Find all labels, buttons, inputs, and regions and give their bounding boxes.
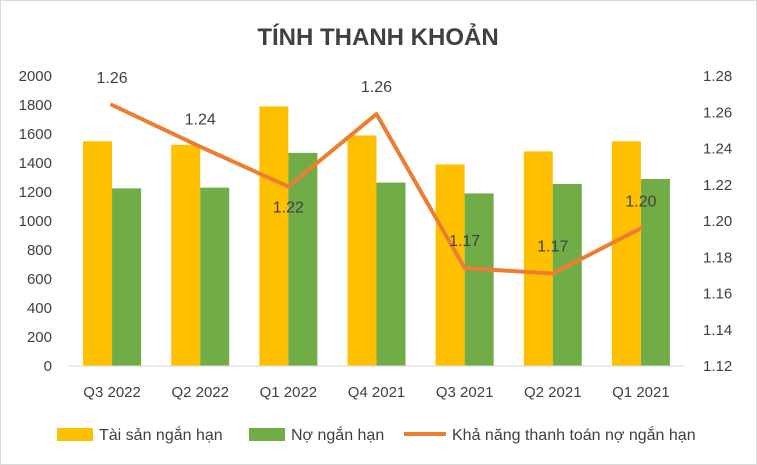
right-axis-labels: 1.12 1.14 1.16 1.18 1.20 1.22 1.24 1.26 1.28 xyxy=(703,68,732,375)
bar-current-assets xyxy=(347,135,377,366)
x-axis-tick-label: Q4 2021 xyxy=(348,384,406,401)
legend-swatch-current-liabilities xyxy=(249,428,285,441)
left-axis-labels: 0 200 400 600 800 1000 1200 1400 1600 1800 2000 xyxy=(19,68,52,375)
bar-current-liabilities xyxy=(200,187,230,366)
ratio-data-label: 1.20 xyxy=(625,193,656,210)
x-axis-tick-label: Q1 2022 xyxy=(260,384,318,401)
legend: Tài sản ngắn hạn Nợ ngắn hạn Khả năng th… xyxy=(57,425,696,444)
ratio-data-label: 1.22 xyxy=(273,200,304,217)
ratio-data-label: 1.26 xyxy=(361,79,392,96)
bar-current-liabilities xyxy=(376,182,406,366)
bar-current-assets xyxy=(259,106,289,366)
bar-current-assets xyxy=(523,151,553,366)
right-axis-tick-label: 1.28 xyxy=(703,68,732,85)
left-axis-tick-label: 1600 xyxy=(19,126,52,143)
right-axis-tick-label: 1.14 xyxy=(703,322,732,339)
left-axis-tick-label: 600 xyxy=(27,271,52,288)
ratio-data-labels: 1.26 1.24 1.22 1.26 1.17 1.17 1.20 xyxy=(97,70,657,256)
bar-current-liabilities xyxy=(288,152,318,366)
right-axis-tick-label: 1.16 xyxy=(703,286,732,303)
right-axis-tick-label: 1.24 xyxy=(703,141,732,158)
bar-current-liabilities xyxy=(112,188,142,366)
x-axis-tick-label: Q2 2021 xyxy=(524,384,582,401)
ratio-data-label: 1.17 xyxy=(449,233,480,250)
ratio-line-series xyxy=(110,103,643,276)
bar-series xyxy=(83,106,670,366)
legend-swatch-current-assets xyxy=(57,428,93,441)
left-axis-tick-label: 800 xyxy=(27,242,52,259)
left-axis-tick-label: 2000 xyxy=(19,68,52,85)
bar-current-assets xyxy=(171,144,201,366)
right-axis-tick-label: 1.18 xyxy=(703,249,732,266)
bar-current-assets xyxy=(83,141,113,366)
x-axis-tick-label: Q1 2021 xyxy=(612,384,670,401)
x-axis-labels: Q3 2022 Q2 2022 Q1 2022 Q4 2021 Q3 2021 Q2 20… xyxy=(83,384,669,401)
x-axis-tick-label: Q2 2022 xyxy=(171,384,229,401)
left-axis-tick-label: 400 xyxy=(27,300,52,317)
x-axis-tick-label: Q3 2021 xyxy=(436,384,494,401)
chart-title: TÍNH THANH KHOẢN xyxy=(257,22,498,51)
left-axis-tick-label: 200 xyxy=(27,329,52,346)
bar-current-assets xyxy=(435,164,465,366)
legend-label-current-ratio: Khả năng thanh toán nợ ngắn hạn xyxy=(452,425,696,444)
left-axis-tick-label: 1200 xyxy=(19,184,52,201)
bar-current-assets xyxy=(611,141,641,366)
left-axis-tick-label: 0 xyxy=(44,358,52,375)
legend-label-current-liabilities: Nợ ngắn hạn xyxy=(291,425,384,444)
left-axis-tick-label: 1800 xyxy=(19,97,52,114)
right-axis-tick-label: 1.22 xyxy=(703,177,732,194)
left-axis-tick-label: 1000 xyxy=(19,213,52,230)
ratio-data-label: 1.26 xyxy=(97,70,128,87)
right-axis-tick-label: 1.12 xyxy=(703,358,732,375)
legend-label-current-assets: Tài sản ngắn hạn xyxy=(99,425,223,444)
ratio-data-label: 1.24 xyxy=(185,112,216,129)
x-axis-tick-label: Q3 2022 xyxy=(83,384,141,401)
left-axis-tick-label: 1400 xyxy=(19,155,52,172)
right-axis-tick-label: 1.20 xyxy=(703,213,732,230)
ratio-data-label: 1.17 xyxy=(537,239,568,256)
bar-current-liabilities xyxy=(552,184,582,366)
ratio-line xyxy=(110,103,643,276)
bar-current-liabilities xyxy=(640,178,670,366)
right-axis-tick-label: 1.26 xyxy=(703,104,732,121)
bar-current-liabilities xyxy=(464,193,494,366)
